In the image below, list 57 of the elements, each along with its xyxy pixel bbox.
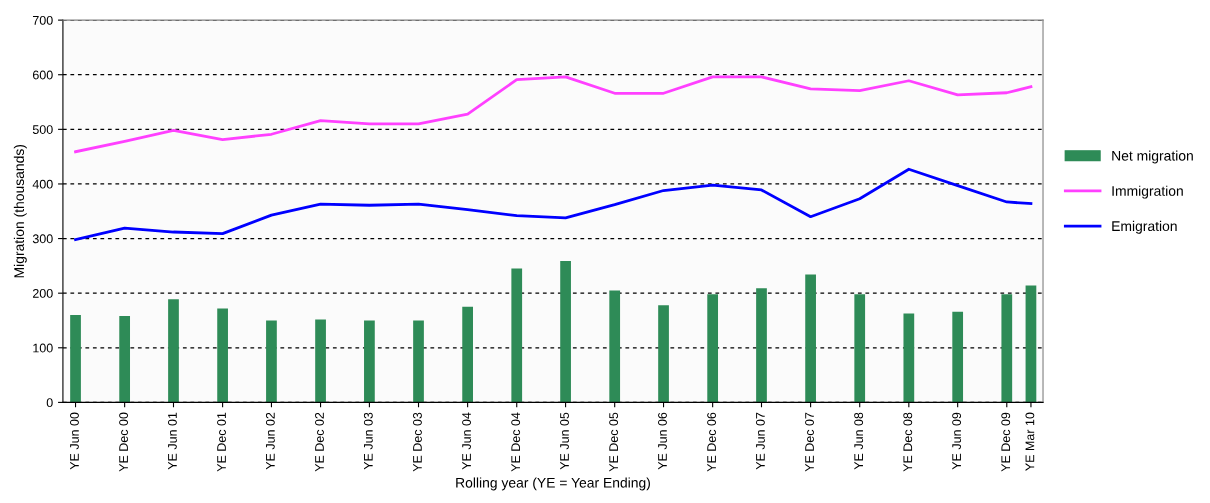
line-series xyxy=(74,75,1033,154)
x-tick-label: YE Dec 05 xyxy=(609,412,619,472)
x-tick-label: YE Jun 02 xyxy=(265,412,275,470)
y-tick-label: 400 xyxy=(32,179,53,189)
bar xyxy=(413,320,424,403)
x-tick-label: YE Dec 07 xyxy=(805,412,814,472)
bar xyxy=(952,311,964,403)
x-tick-label: YE Dec 09 xyxy=(1001,412,1011,472)
x-tick-label: YE Jun 03 xyxy=(363,412,373,470)
bar xyxy=(364,320,375,403)
x-tick-label: YE Dec 08 xyxy=(903,412,913,472)
y-tick-label: 300 xyxy=(32,234,53,244)
bar xyxy=(707,294,719,403)
bar xyxy=(805,274,816,403)
x-tick-label: YE Dec 00 xyxy=(119,412,128,472)
bar xyxy=(903,313,915,403)
x-tick-label: YE Jun 00 xyxy=(70,412,79,470)
x-tick-label: YE Jun 05 xyxy=(560,412,569,470)
bar xyxy=(217,308,228,403)
x-axis-title: Rolling year (YE = Year Ending) xyxy=(456,477,650,491)
bar xyxy=(315,319,326,403)
x-tick-label: YE Jun 07 xyxy=(756,412,765,470)
bar xyxy=(609,290,621,403)
x-tick-label: YE Jun 09 xyxy=(952,412,962,470)
bar xyxy=(1001,294,1013,403)
x-tick-label: YE Jun 06 xyxy=(658,412,667,470)
bar xyxy=(756,288,767,403)
x-tick-label: YE Jun 01 xyxy=(167,412,177,470)
y-tick-label: 500 xyxy=(32,125,53,134)
bar xyxy=(854,294,866,403)
bar xyxy=(560,260,571,403)
y-tick-label: 200 xyxy=(32,288,53,298)
bar xyxy=(168,299,179,403)
line-series xyxy=(74,167,1033,242)
y-tick-label: 100 xyxy=(33,343,53,353)
x-tick-label: YE Jun 04 xyxy=(462,412,471,470)
x-tick-label: YE Dec 01 xyxy=(217,412,226,472)
x-tick-label: YE Dec 03 xyxy=(413,412,422,472)
legend-label: Emigration xyxy=(1112,220,1177,234)
bar xyxy=(511,268,523,403)
x-tick-label: YE Dec 06 xyxy=(707,412,717,472)
y-tick-label: 600 xyxy=(32,70,53,80)
legend-label: Immigration xyxy=(1112,185,1183,199)
x-tick-label: YE Dec 02 xyxy=(315,412,324,472)
x-tick-label: YE Mar 10 xyxy=(1025,412,1035,471)
bar xyxy=(1025,285,1037,403)
bar xyxy=(119,316,131,403)
y-axis-title: Migration (thousands) xyxy=(13,144,27,278)
legend-label: Net migration xyxy=(1112,150,1193,164)
bar xyxy=(70,315,81,403)
bar xyxy=(266,320,277,403)
x-tick-label: YE Jun 08 xyxy=(854,412,864,470)
x-tick-label: YE Dec 04 xyxy=(511,412,521,472)
y-tick-label: 700 xyxy=(32,15,53,25)
bar xyxy=(462,306,473,403)
bar xyxy=(658,305,669,403)
y-tick-label: 0 xyxy=(46,398,53,408)
